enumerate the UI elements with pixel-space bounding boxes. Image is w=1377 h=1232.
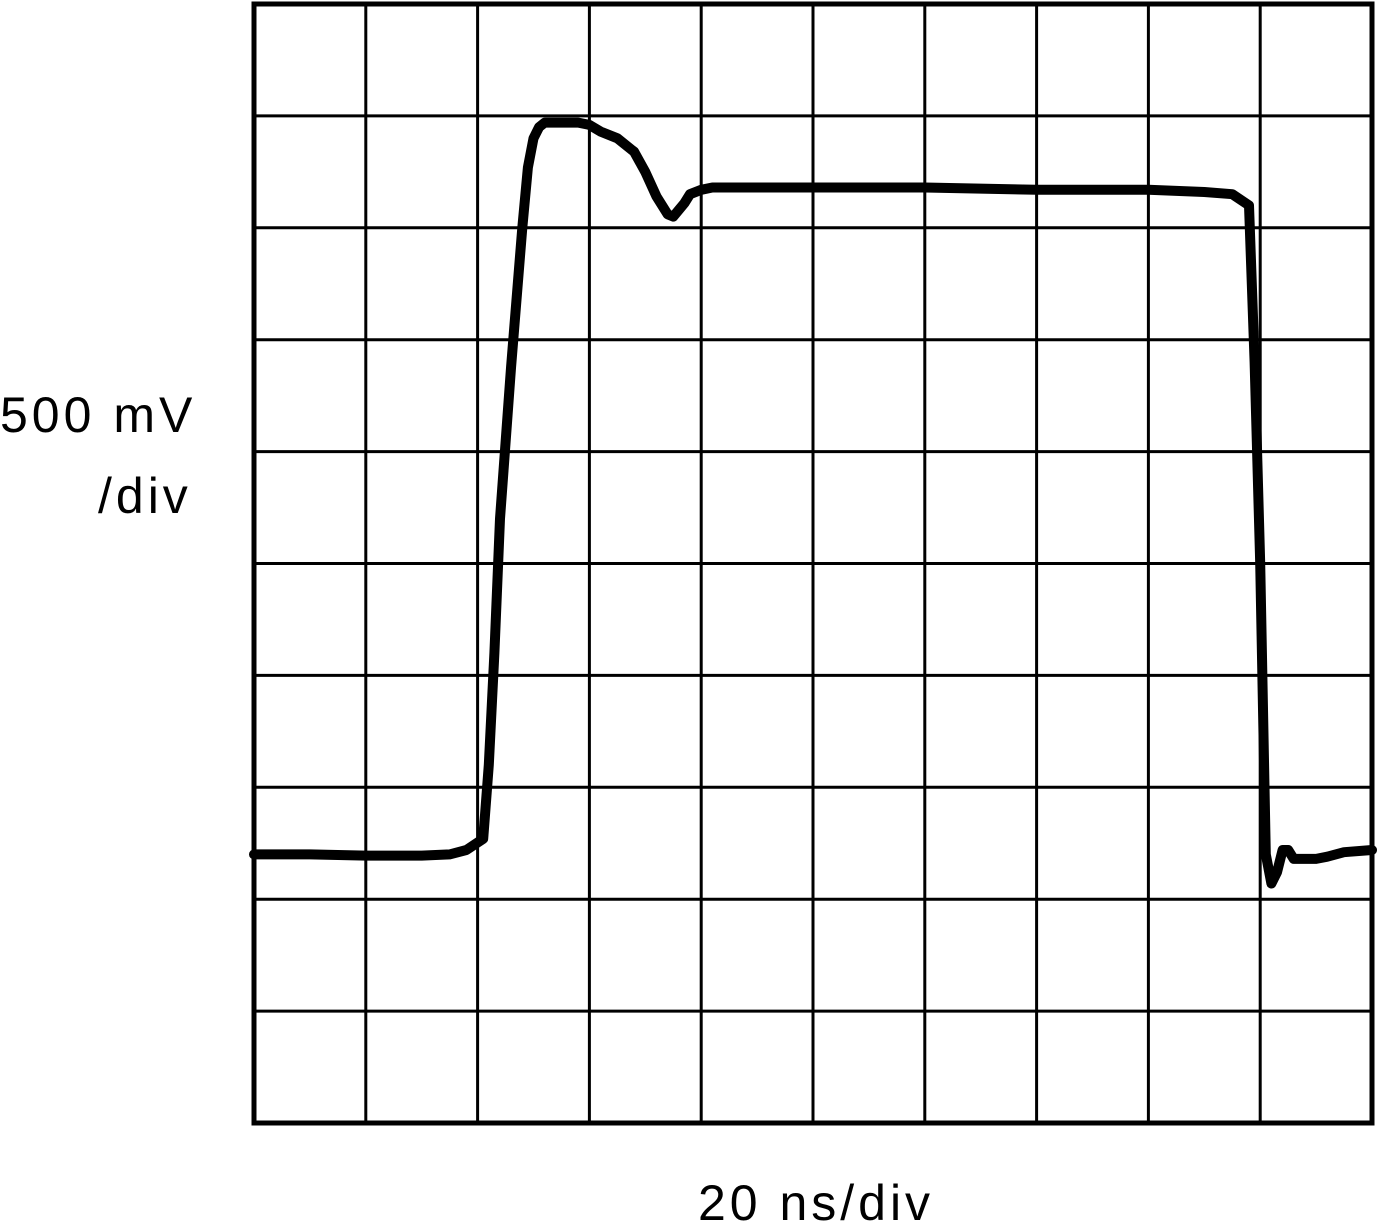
graticule	[251, 1, 1375, 1126]
x-axis-label: 20 ns/div	[698, 1175, 934, 1231]
plot-border	[251, 1, 1375, 1126]
y-axis-label-scale: 500 mV	[0, 387, 196, 443]
waveform-trace	[249, 117, 1377, 889]
y-axis-label-per-div: /div	[98, 468, 192, 524]
